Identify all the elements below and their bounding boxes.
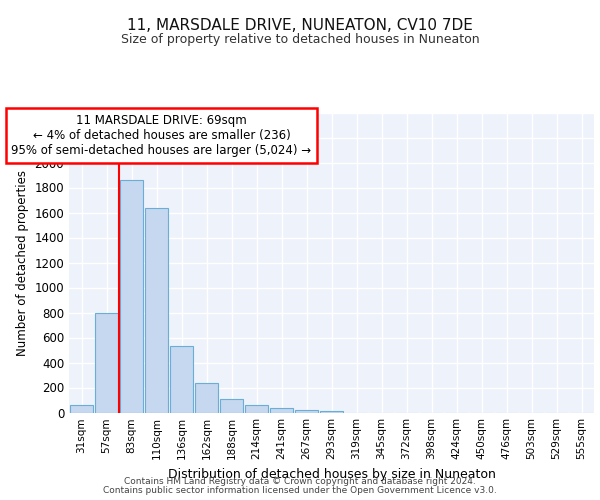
Text: Contains public sector information licensed under the Open Government Licence v3: Contains public sector information licen… <box>103 486 497 495</box>
X-axis label: Distribution of detached houses by size in Nuneaton: Distribution of detached houses by size … <box>167 468 496 481</box>
Text: 11 MARSDALE DRIVE: 69sqm
← 4% of detached houses are smaller (236)
95% of semi-d: 11 MARSDALE DRIVE: 69sqm ← 4% of detache… <box>11 114 311 157</box>
Text: 11, MARSDALE DRIVE, NUNEATON, CV10 7DE: 11, MARSDALE DRIVE, NUNEATON, CV10 7DE <box>127 18 473 32</box>
Bar <box>220 399 243 412</box>
Bar <box>195 382 218 412</box>
Bar <box>245 405 268 412</box>
Text: Size of property relative to detached houses in Nuneaton: Size of property relative to detached ho… <box>121 32 479 46</box>
Bar <box>295 410 318 412</box>
Bar <box>270 408 293 412</box>
Bar <box>120 180 143 412</box>
Bar <box>320 410 343 412</box>
Text: Contains HM Land Registry data © Crown copyright and database right 2024.: Contains HM Land Registry data © Crown c… <box>124 477 476 486</box>
Bar <box>145 208 168 412</box>
Bar <box>70 405 93 412</box>
Y-axis label: Number of detached properties: Number of detached properties <box>16 170 29 356</box>
Bar <box>95 312 118 412</box>
Bar <box>170 346 193 412</box>
